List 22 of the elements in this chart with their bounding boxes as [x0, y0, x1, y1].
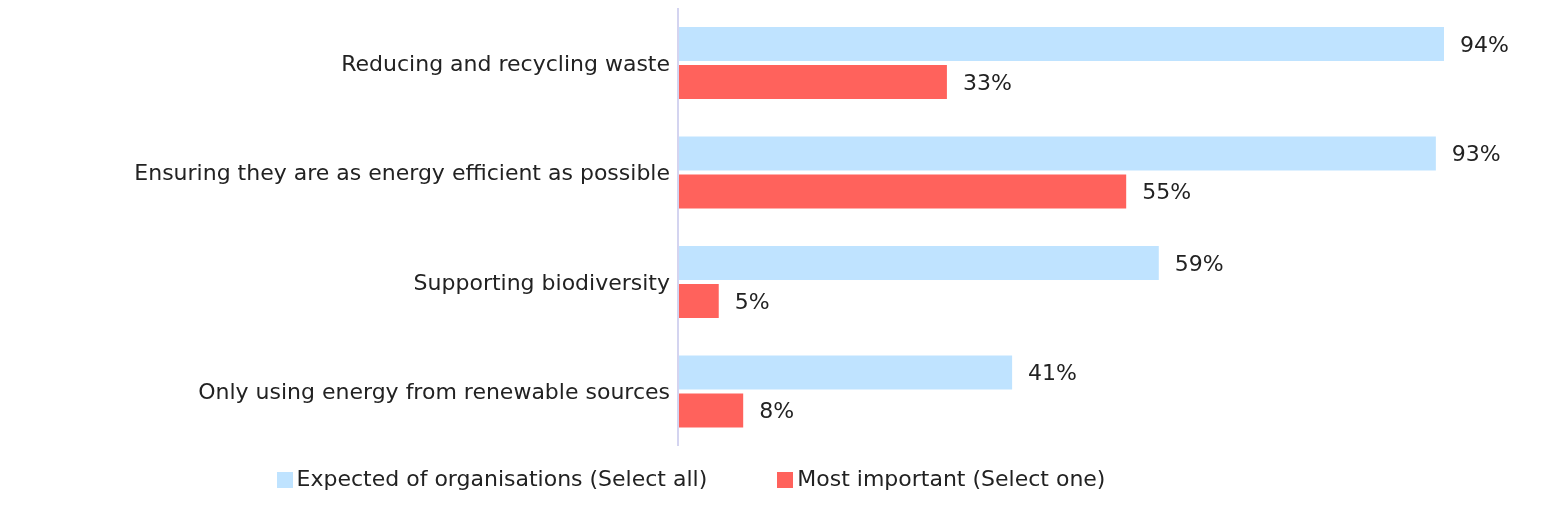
- bar: [678, 174, 1127, 209]
- bar: [678, 65, 947, 99]
- y-tick-label: Supporting biodiversity: [413, 269, 670, 295]
- y-tick-label: Only using energy from renewable sources: [198, 379, 670, 405]
- data-label: 55%: [1142, 179, 1192, 205]
- y-tick-label: Ensuring they are as energy efficient as possible: [134, 160, 670, 186]
- data-label: 93%: [1451, 141, 1501, 167]
- data-label: 5%: [734, 288, 770, 314]
- data-label: 33%: [962, 69, 1012, 95]
- data-label: 94%: [1460, 31, 1509, 57]
- legend-label: Expected of organisations (Select all): [296, 466, 708, 491]
- legend-label: Most important (Select one): [797, 466, 1106, 491]
- bar: [678, 246, 1159, 280]
- data-label: 41%: [1028, 360, 1078, 386]
- bar: [678, 355, 1013, 390]
- data-label: 8%: [759, 398, 795, 424]
- data-label: 59%: [1174, 250, 1224, 276]
- y-tick-label: Reducing and recycling waste: [341, 50, 670, 76]
- bar: [678, 393, 744, 428]
- bar: [678, 27, 1444, 61]
- bar: [678, 284, 719, 318]
- bar: [678, 136, 1436, 171]
